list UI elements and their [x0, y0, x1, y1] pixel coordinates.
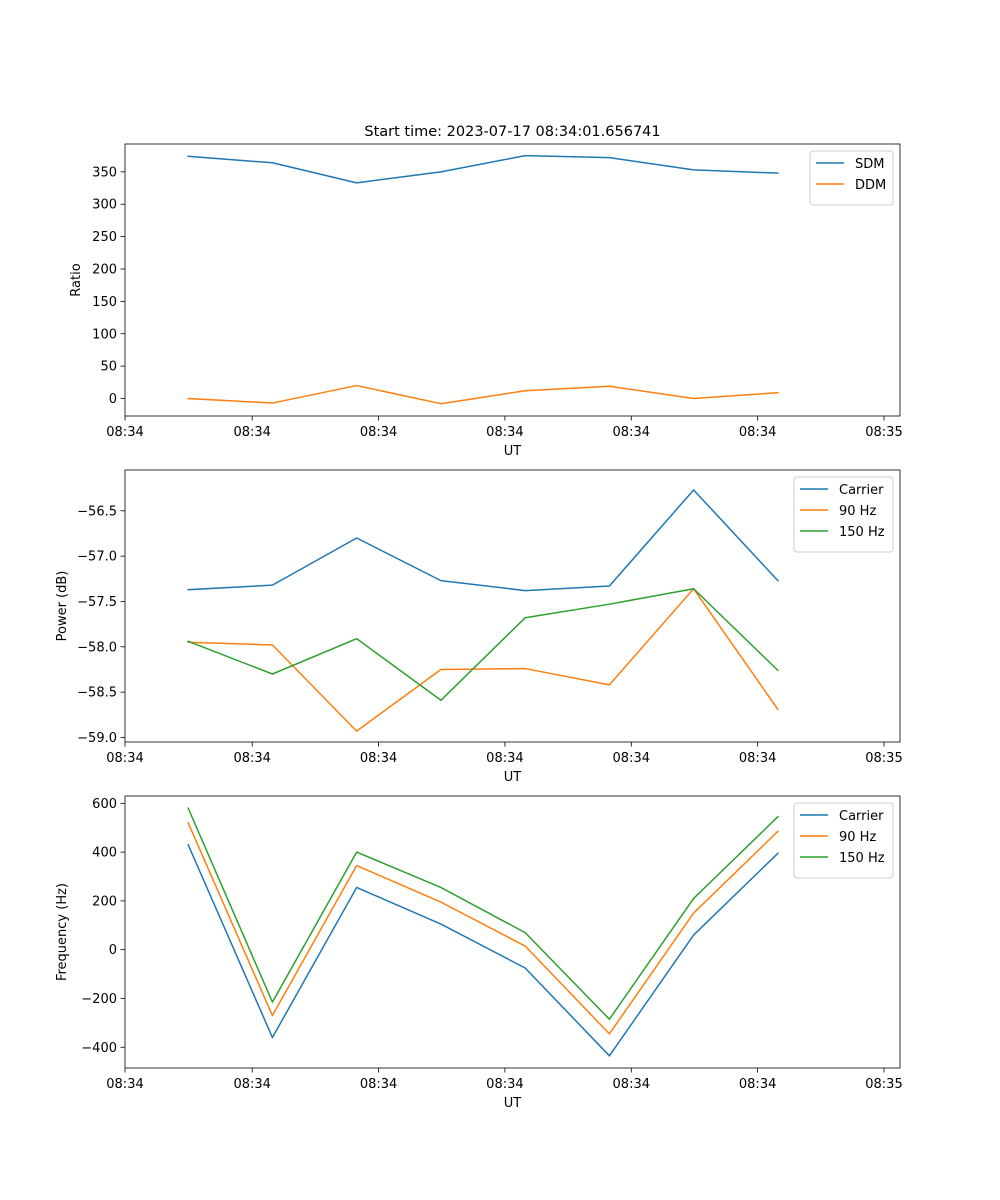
power-x-tick-label: 08:34 [486, 751, 523, 766]
power-legend-label-90-hz: 90 Hz [839, 504, 876, 519]
subplots: 08:34 08:34 08:34 08:34 08:34 08:34 08:35 0 50 10… [55, 143, 903, 1111]
frequency-y-tick-label: 0 [109, 943, 117, 958]
power-x-tick-label: 08:34 [613, 751, 650, 766]
subplot-power: 08:34 08:34 08:34 08:34 08:34 08:34 08:35 −59.0… [55, 469, 903, 785]
frequency-series-150-hz-line [187, 807, 779, 1020]
figure-title: Start time: 2023-07-17 08:34:01.656741 [364, 124, 660, 140]
ratio-x-tick-label: 08:34 [613, 425, 650, 440]
ratio-y-tick-label: 50 [100, 360, 117, 375]
frequency-x-axis-label: UT [504, 1096, 522, 1111]
power-x-tick-label: 08:34 [233, 751, 270, 766]
power-series-150-hz-line [187, 588, 779, 702]
ratio-y-tick-label: 150 [92, 295, 117, 310]
frequency-y-tick-label: −400 [81, 1041, 117, 1056]
ratio-legend-label-sdm: SDM [855, 157, 884, 172]
ratio-x-tick-label: 08:34 [360, 425, 397, 440]
power-series-carrier-line [187, 489, 779, 592]
power-legend-label-150-hz: 150 Hz [839, 525, 885, 540]
frequency-x-tick-label: 08:34 [486, 1077, 523, 1092]
ratio-x-tick-label: 08:34 [739, 425, 776, 440]
ratio-x-tick-label: 08:35 [865, 425, 902, 440]
ratio-y-tick-label: 300 [92, 198, 117, 213]
ratio-legend-box [809, 150, 894, 206]
ratio-series-sdm-line [187, 154, 779, 184]
ratio-series-ddm-line [187, 384, 779, 405]
power-axes-frame [124, 469, 901, 743]
subplot-ratio: 08:34 08:34 08:34 08:34 08:34 08:34 08:35 0 50 10… [69, 143, 903, 459]
ratio-x-tick-label: 08:34 [106, 425, 143, 440]
ratio-y-tick-label: 250 [92, 230, 117, 245]
frequency-y-tick-label: −200 [81, 992, 117, 1007]
ratio-legend-label-ddm: DDM [855, 178, 886, 193]
ratio-y-tick-label: 0 [109, 392, 117, 407]
frequency-axes-frame [124, 795, 901, 1069]
frequency-legend-label-carrier: Carrier [839, 809, 884, 824]
power-y-tick-label: −58.5 [77, 686, 117, 701]
ratio-y-tick-label: 100 [92, 327, 117, 342]
frequency-series-carrier-line [187, 843, 779, 1057]
frequency-y-tick-label: 200 [92, 894, 117, 909]
ratio-x-axis-label: UT [504, 444, 522, 459]
ratio-y-tick-label: 200 [92, 262, 117, 277]
ratio-legend: SDM DDM [809, 150, 894, 206]
frequency-legend-label-150-hz: 150 Hz [839, 851, 885, 866]
frequency-legend-label-90-hz: 90 Hz [839, 830, 876, 845]
power-y-axis-label: Power (dB) [55, 571, 70, 642]
ratio-y-tick-label: 350 [92, 165, 117, 180]
power-x-tick-label: 08:34 [739, 751, 776, 766]
frequency-y-tick-label: 400 [92, 846, 117, 861]
ratio-y-axis-label: Ratio [69, 263, 84, 296]
power-x-tick-label: 08:34 [106, 751, 143, 766]
power-y-tick-label: −56.5 [77, 504, 117, 519]
power-x-tick-label: 08:35 [865, 751, 902, 766]
power-y-tick-label: −57.5 [77, 595, 117, 610]
frequency-legend: Carrier 90 Hz 150 Hz [793, 802, 894, 879]
frequency-x-tick-label: 08:34 [360, 1077, 397, 1092]
power-legend: Carrier 90 Hz 150 Hz [793, 476, 894, 553]
frequency-x-tick-label: 08:34 [233, 1077, 270, 1092]
frequency-y-axis-label: Frequency (Hz) [55, 883, 70, 981]
power-series-90-hz-line [187, 588, 779, 732]
frequency-legend-box [793, 802, 894, 879]
ratio-x-tick-label: 08:34 [233, 425, 270, 440]
frequency-x-tick-label: 08:35 [865, 1077, 902, 1092]
power-x-tick-label: 08:34 [360, 751, 397, 766]
ratio-axes-frame [124, 143, 901, 417]
frequency-x-tick-label: 08:34 [613, 1077, 650, 1092]
power-y-tick-label: −58.0 [77, 640, 117, 655]
ratio-x-tick-label: 08:34 [486, 425, 523, 440]
frequency-series-90-hz-line [187, 821, 779, 1035]
power-y-tick-label: −57.0 [77, 550, 117, 565]
power-legend-label-carrier: Carrier [839, 483, 884, 498]
power-y-tick-label: −59.0 [77, 731, 117, 746]
frequency-y-tick-label: 600 [92, 797, 117, 812]
frequency-x-tick-label: 08:34 [739, 1077, 776, 1092]
frequency-x-tick-label: 08:34 [106, 1077, 143, 1092]
subplot-frequency: 08:34 08:34 08:34 08:34 08:34 08:34 08:35 −400 −… [55, 795, 903, 1111]
power-x-axis-label: UT [504, 770, 522, 785]
power-legend-box [793, 476, 894, 553]
